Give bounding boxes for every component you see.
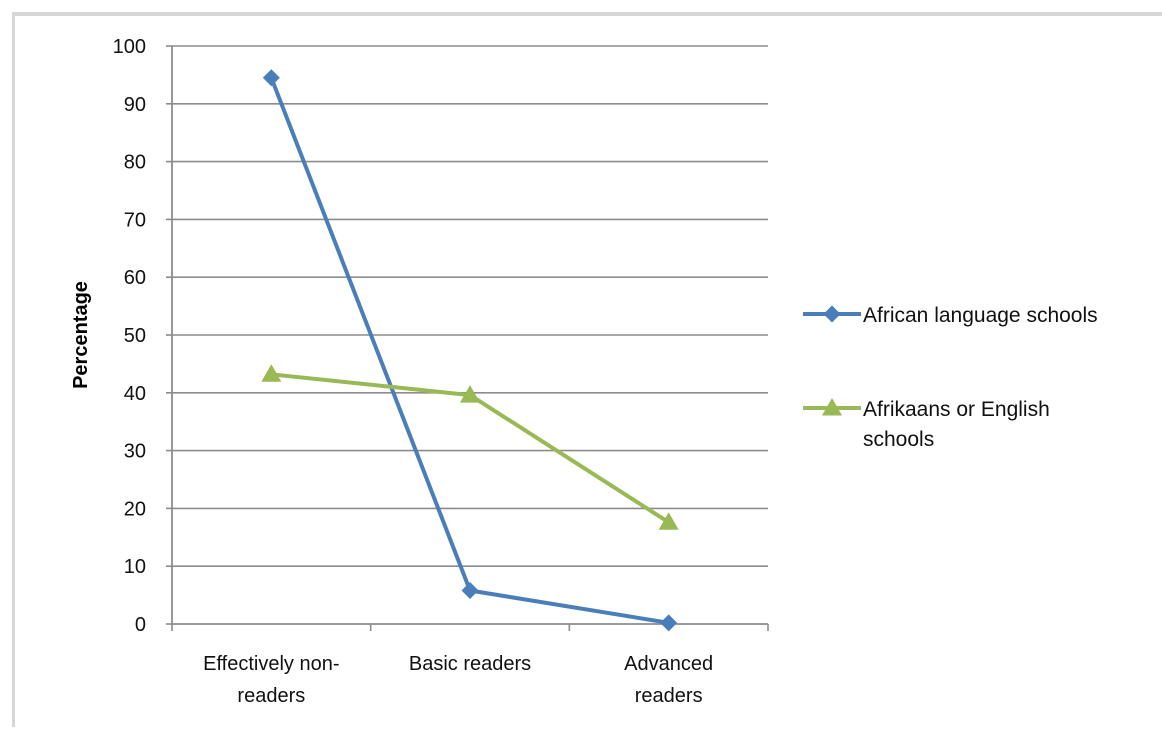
y-tick-label-90: 90 [124,94,146,116]
y-tick-label-80: 80 [124,152,146,174]
legend-swatch-marker-0 [823,305,841,323]
x-tick-label: readers [635,685,703,707]
data-point-1-2 [658,512,679,530]
legend-swatch-marker-1 [822,398,842,416]
data-point-0-0 [262,69,280,87]
x-tick-label: Advanced [624,653,713,675]
y-tick-label-0: 0 [135,614,146,636]
y-tick-label-50: 50 [124,325,146,347]
legend-item-0: African language schools [803,304,1098,327]
y-tick-label-60: 60 [124,267,146,289]
data-point-0-1 [461,581,479,599]
legend-label: schools [863,428,934,451]
y-tick-label-100: 100 [113,36,146,58]
legend: African language schools Afrikaans or Eng… [803,304,1098,451]
legend-label: Afrikaans or English [863,398,1050,421]
x-tick-label: Effectively non- [203,653,339,675]
series-0 [262,69,678,632]
x-tick-labels: Effectively non-readers Basic readers Adva… [203,653,713,707]
y-tick-label-30: 30 [124,441,146,463]
legend-label: African language schools [863,304,1098,327]
y-tick-labels: 0 10 20 30 40 50 60 70 80 90 100 [113,36,146,636]
series [261,69,679,632]
gridlines [172,45,768,568]
series-line-0 [269,75,671,625]
data-point-1-1 [460,385,480,403]
data-point-1-0 [261,364,282,382]
y-axis-title: Percentage [70,281,92,389]
x-tick-label: Basic readers [409,653,531,675]
axes [166,45,769,631]
y-tick-label-20: 20 [124,498,146,520]
x-tick-label: readers [237,685,305,707]
y-tick-label-70: 70 [124,209,146,231]
y-tick-label-40: 40 [124,383,146,405]
legend-item-1: Afrikaans or English schools [803,398,1050,451]
series-1 [261,364,679,530]
data-point-0-2 [660,614,678,632]
y-tick-label-10: 10 [124,556,146,578]
